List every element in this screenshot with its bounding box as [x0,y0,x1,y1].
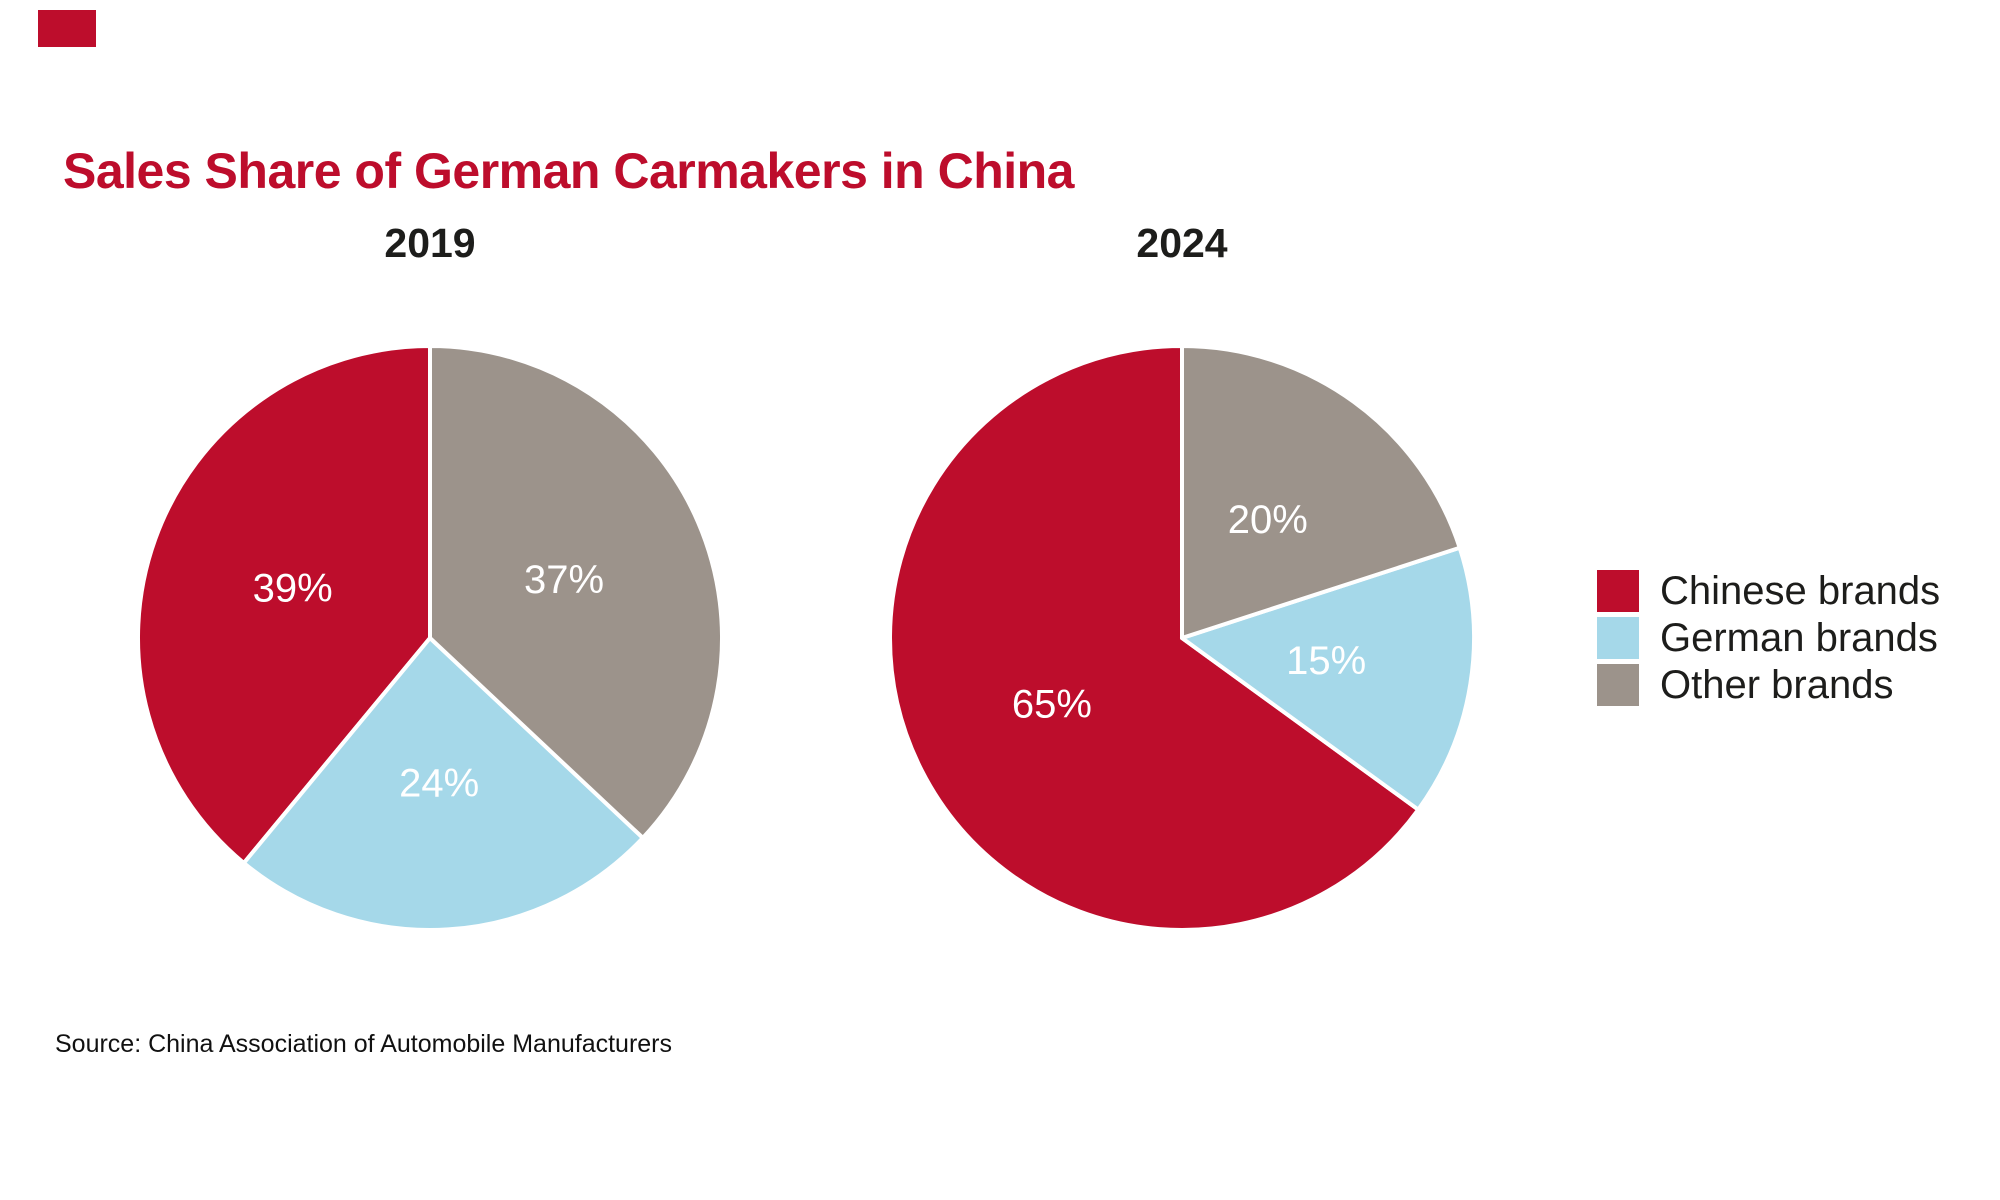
pie-slice-2019-german-brands [241,636,645,932]
legend-item-german-brands: German brands [1597,617,1940,659]
year-heading-2024: 2024 [1136,220,1228,266]
legend-item-other-brands: Other brands [1597,664,1940,706]
legend-swatch-other-brands [1597,664,1639,706]
pie-slice-2024-chinese-brands [888,344,1421,932]
pie-label-2019-other-brands: 37% [524,558,604,602]
year-heading-2019: 2019 [384,220,476,266]
pie-label-2024-other-brands: 20% [1228,498,1308,542]
brand-logo-block [38,10,96,47]
pie-slice-2019-other-brands [428,344,724,840]
pie-slice-2024-other-brands [1180,344,1462,640]
legend-label-other-brands: Other brands [1660,663,1894,707]
pie-slice-2024-german-brands [1180,545,1476,812]
source-note: Source: China Association of Automobile … [55,1030,673,1058]
legend-label-chinese-brands: Chinese brands [1660,569,1941,613]
pie-label-2019-german-brands: 24% [399,762,479,806]
legend-item-chinese-brands: Chinese brands [1597,570,1940,612]
legend: Chinese brands German brands Other brand… [1597,570,1940,706]
pie-label-2024-german-brands: 15% [1286,639,1366,683]
chart-title: Sales Share of German Carmakers in China [63,143,1074,199]
legend-label-german-brands: German brands [1660,616,1938,660]
pie-label-2024-chinese-brands: 65% [1012,682,1092,726]
pie-label-2019-chinese-brands: 39% [253,567,333,611]
legend-swatch-german-brands [1597,617,1639,659]
legend-swatch-chinese-brands [1597,570,1639,612]
pie-chart-2024: 65% 15% 20% [888,344,1476,932]
pie-slice-2019-chinese-brands [136,344,432,865]
pie-chart-2019: 39% 24% 37% [136,344,724,932]
